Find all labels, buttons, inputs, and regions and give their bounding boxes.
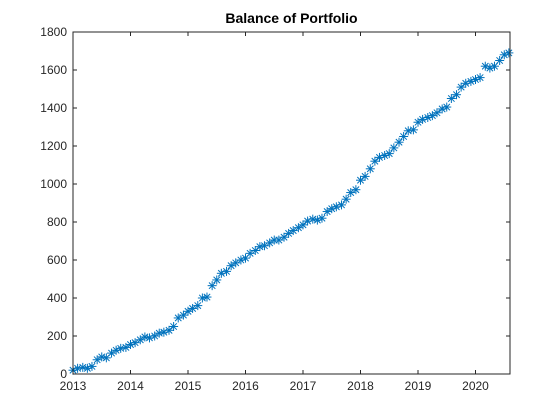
data-point <box>480 61 490 71</box>
data-point <box>456 82 466 92</box>
data-point <box>489 61 499 71</box>
data-point <box>183 306 193 316</box>
data-point <box>351 185 361 195</box>
data-series <box>68 48 514 375</box>
chart-title: Balance of Portfolio <box>225 10 357 26</box>
data-point <box>389 143 399 153</box>
data-point <box>365 164 375 174</box>
y-tick-label: 1600 <box>40 63 67 77</box>
x-tick-label: 2017 <box>290 379 317 393</box>
data-point <box>446 94 456 103</box>
axes-box <box>72 31 511 375</box>
axis-ticks: 2013 2014 2015 2016 2017 2018 2019 2020 0 200 400 6… <box>40 25 510 393</box>
data-point <box>193 301 203 311</box>
data-point <box>413 117 423 127</box>
y-tick-label: 1800 <box>40 25 67 39</box>
data-point <box>322 207 332 217</box>
data-point <box>346 188 356 198</box>
data-point <box>298 220 308 230</box>
y-tick-label: 0 <box>60 367 67 381</box>
y-tick-label: 800 <box>47 215 67 229</box>
data-point <box>164 325 174 335</box>
data-point <box>121 342 131 352</box>
data-point <box>317 213 327 223</box>
data-point <box>265 238 275 248</box>
data-point <box>442 102 452 112</box>
data-point <box>341 194 351 204</box>
y-tick-label: 400 <box>47 291 67 305</box>
x-tick-label: 2019 <box>405 379 432 393</box>
data-point <box>288 226 298 236</box>
data-point <box>399 132 409 141</box>
x-tick-label: 2020 <box>462 379 489 393</box>
y-tick-label: 1200 <box>40 139 67 153</box>
y-tick-label: 1400 <box>40 101 67 115</box>
data-point <box>408 125 418 135</box>
data-point <box>293 223 303 233</box>
x-tick-label: 2014 <box>117 379 144 393</box>
data-point <box>370 156 380 166</box>
data-point <box>92 355 102 365</box>
x-tick-label: 2013 <box>60 379 87 393</box>
data-point <box>504 48 514 58</box>
data-point <box>101 353 111 363</box>
data-point <box>284 228 294 238</box>
y-tick-label: 200 <box>47 329 67 343</box>
data-point <box>135 335 145 345</box>
data-point <box>279 232 289 242</box>
data-point <box>150 331 160 341</box>
plot-area <box>73 32 510 374</box>
data-point <box>432 108 442 118</box>
data-point <box>212 275 222 285</box>
data-point <box>202 292 212 302</box>
x-tick-label: 2016 <box>232 379 259 393</box>
data-point <box>222 266 232 276</box>
data-point <box>245 248 255 258</box>
data-point <box>495 56 505 65</box>
data-point <box>169 322 179 331</box>
data-point <box>226 261 236 271</box>
data-point <box>107 348 117 358</box>
data-point <box>250 246 260 255</box>
data-point <box>356 175 365 185</box>
data-point <box>452 90 462 100</box>
data-point <box>394 137 404 147</box>
data-point <box>337 200 347 210</box>
x-tick-label: 2018 <box>347 379 374 393</box>
data-point <box>427 111 437 121</box>
data-point <box>207 281 217 291</box>
data-point <box>384 149 394 159</box>
data-point <box>178 310 188 320</box>
data-point <box>475 73 485 83</box>
y-tick-label: 1000 <box>40 177 67 191</box>
x-tick-label: 2015 <box>175 379 202 393</box>
data-point <box>360 171 370 181</box>
y-tick-label: 600 <box>47 253 67 267</box>
data-point <box>130 338 140 348</box>
data-point <box>87 361 97 371</box>
